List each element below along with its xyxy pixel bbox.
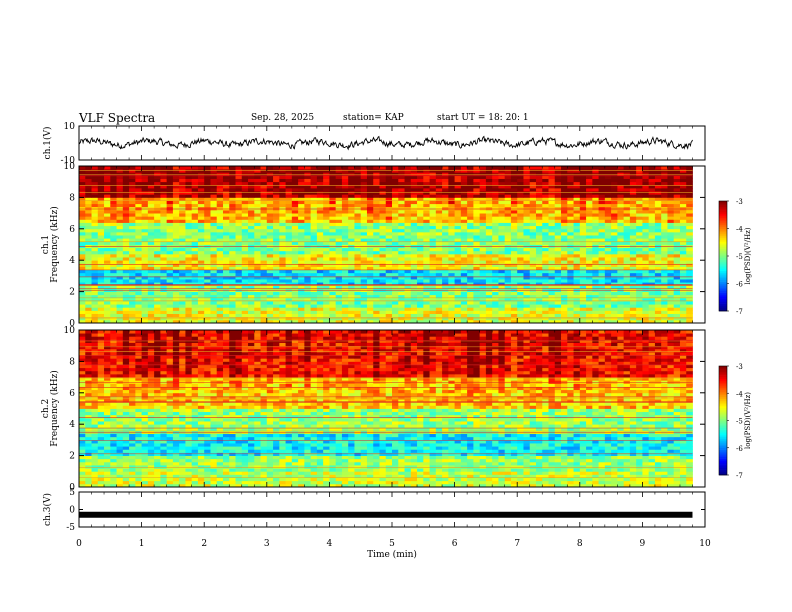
ch1-colorbar-tick-label: -5 (736, 253, 743, 261)
ch1-y-tick-label: 0 (69, 319, 75, 329)
ch1-y-tick-label: 10 (64, 122, 76, 132)
x-tick-label: 1 (139, 539, 145, 549)
ch1-y-tick-label: 4 (69, 256, 75, 266)
ch2-y-tick-label: 4 (69, 420, 75, 430)
ch2-colorbar (719, 366, 727, 476)
ch3-y-tick-label: 5 (69, 488, 75, 498)
ch1-y-tick-label: 10 (64, 162, 76, 172)
ch1-y-axis-label: Frequency (kHz) (49, 206, 60, 283)
station-label: station= KAP (343, 113, 404, 123)
ch1-colorbar-label: log(PSD)(V²/Hz) (744, 227, 752, 284)
ch1-spectrogram-image (79, 166, 693, 324)
ch2-colorbar-label: log(PSD)(V²/Hz) (744, 392, 752, 449)
ch2-colorbar-tick-label: -4 (736, 390, 743, 398)
chart-title: VLF Spectra (79, 111, 156, 125)
ch2-channel-label: ch.2 (41, 399, 51, 418)
ch3-y-tick-label: -5 (66, 523, 75, 533)
ch3-y-tick-label: 0 (69, 506, 75, 516)
ch2-y-tick-label: 6 (69, 389, 75, 399)
ch2-colorbar-tick-label: -7 (736, 472, 743, 480)
x-tick-label: 9 (640, 539, 646, 549)
x-tick-label: 3 (264, 539, 270, 549)
ch1-colorbar (719, 201, 727, 312)
ch2-y-axis-label: Frequency (kHz) (49, 370, 60, 447)
x-tick-label: 0 (76, 539, 82, 549)
ch2-y-tick-label: 2 (69, 452, 75, 462)
ch2-y-tick-label: 0 (69, 483, 75, 493)
ch1-y-tick-label: 8 (69, 193, 75, 203)
ch1-y-tick-label: 6 (69, 225, 75, 235)
ch1-colorbar-tick-label: -4 (736, 226, 743, 234)
x-tick-label: 10 (699, 539, 711, 549)
ch2-y-tick-label: 8 (69, 357, 75, 367)
x-tick-label: 6 (452, 539, 458, 549)
ch1-y-axis-label: ch.1(V) (42, 127, 53, 160)
x-tick-label: 4 (327, 539, 333, 549)
ch2-y-tick-label: 10 (64, 326, 76, 336)
date-label: Sep. 28, 2025 (251, 113, 315, 123)
ch2-colorbar-tick-label: -5 (736, 418, 743, 426)
ch1-channel-label: ch.1 (41, 235, 51, 254)
x-tick-label: 7 (514, 539, 520, 549)
ch1-colorbar-tick-label: -7 (736, 308, 743, 316)
ch3-waveform-trace (79, 511, 693, 518)
ch1-y-tick-label: 2 (69, 288, 75, 298)
x-axis-label: Time (min) (367, 549, 417, 560)
ch2-spectrogram-image (79, 330, 693, 488)
ch1-y-tick-label: -10 (61, 156, 76, 166)
ch1-colorbar-tick-label: -6 (736, 281, 743, 289)
ch3-waveform-frame (78, 491, 706, 528)
x-tick-label: 8 (577, 539, 583, 549)
ch1-colorbar-tick-label: -3 (736, 198, 743, 206)
x-tick-label: 5 (389, 539, 395, 549)
ch3-y-axis-label: ch.3(V) (42, 493, 53, 526)
start-time-label: start UT = 18: 20: 1 (437, 113, 529, 123)
ch2-colorbar-tick-label: -6 (736, 445, 743, 453)
ch1-waveform-trace (78, 135, 693, 151)
ch2-colorbar-tick-label: -3 (736, 363, 743, 371)
x-tick-label: 2 (201, 539, 207, 549)
